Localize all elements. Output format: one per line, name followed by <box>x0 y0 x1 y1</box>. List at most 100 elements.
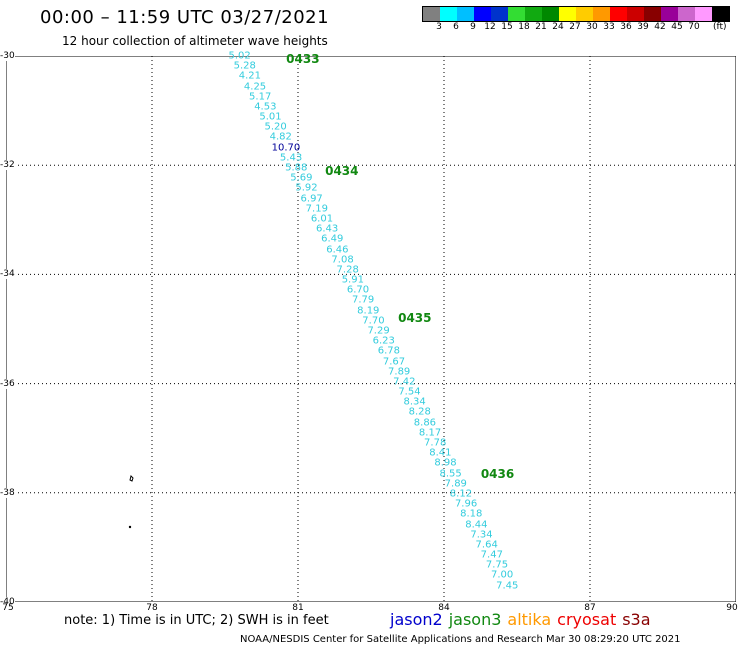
wave-height-label: 6.49 <box>321 233 344 245</box>
legend-label: 18 <box>518 22 530 32</box>
wave-height-label: 7.08 <box>331 254 354 266</box>
wave-height-label: 7.42 <box>393 376 416 388</box>
wave-height-label: 8.55 <box>439 468 462 480</box>
wave-height-label: 7.96 <box>454 498 478 510</box>
legend-label: 24 <box>552 22 564 32</box>
footer-note: note: 1) Time is in UTC; 2) SWH is in fe… <box>64 613 329 628</box>
legend-swatch <box>440 7 457 21</box>
legend-swatch <box>457 7 474 21</box>
legend-label: 45 <box>671 22 683 32</box>
wave-height-label: 7.79 <box>351 294 375 306</box>
wave-height-label: 6.97 <box>300 193 323 205</box>
wave-height-label: 7.78 <box>424 437 447 449</box>
legend-swatch <box>423 7 440 21</box>
wave-height-label: 6.23 <box>372 335 395 347</box>
time-label: 0436 <box>480 466 515 481</box>
legend-swatch <box>508 7 525 21</box>
wave-height-label: 4.53 <box>254 101 277 113</box>
wave-height-label: 10.70 <box>271 142 301 154</box>
time-label: 0433 <box>286 51 320 66</box>
satellite-legend-item: jason3 <box>448 610 502 629</box>
wave-height-label: 7.19 <box>305 203 328 215</box>
wave-height-label: 7.67 <box>382 356 406 368</box>
satellite-legend-item: cryosat <box>557 610 617 629</box>
wave-height-label: 7.89 <box>444 478 467 490</box>
satellite-legend-item: jason2 <box>390 610 443 629</box>
wave-height-label: 7.47 <box>480 549 503 561</box>
legend-label: 9 <box>470 22 476 32</box>
wave-height-label: 7.28 <box>336 264 359 276</box>
wave-height-label: 7.34 <box>470 529 493 541</box>
wave-height-label: 5.69 <box>290 172 313 184</box>
wave-height-label: 6.70 <box>346 284 370 296</box>
satellite-legend-item: s3a <box>622 610 651 629</box>
latitude-tick-label: -40 <box>0 597 15 607</box>
legend-label: 36 <box>620 22 632 32</box>
wave-height-label: 7.54 <box>398 386 421 398</box>
wave-height-label: 5.20 <box>264 121 287 133</box>
wave-height-label: 8.41 <box>429 447 452 459</box>
island-outline <box>129 475 134 482</box>
map-subtitle: 12 hour collection of altimeter wave hei… <box>62 34 328 48</box>
legend-label: 21 <box>535 22 547 32</box>
legend-label: 12 <box>484 22 496 32</box>
wave-height-label: 5.01 <box>259 111 282 123</box>
latitude-tick-label: -32 <box>0 160 15 171</box>
legend-swatch <box>712 7 729 21</box>
wave-height-label: 8.86 <box>413 417 437 429</box>
longitude-tick-label: 84 <box>438 603 450 613</box>
wave-height-label: 7.70 <box>362 315 385 327</box>
wave-height-label: 6.78 <box>377 345 401 357</box>
wave-height-label: 7.29 <box>367 325 390 337</box>
color-legend <box>422 6 730 22</box>
coastline <box>128 475 134 529</box>
wave-height-label: 8.12 <box>449 488 473 500</box>
wave-height-label: 8.98 <box>434 457 457 469</box>
wave-height-label: 7.00 <box>490 569 514 581</box>
footer-credit: NOAA/NESDIS Center for Satellite Applica… <box>240 634 681 645</box>
wave-height-label: 5.28 <box>233 60 256 72</box>
grid-lines <box>6 56 736 602</box>
legend-swatch <box>627 7 644 21</box>
wave-height-label: 8.17 <box>418 427 442 439</box>
latitude-tick-label: -38 <box>0 487 15 498</box>
wave-height-label: 7.75 <box>485 559 509 571</box>
wave-height-label: 8.44 <box>465 519 488 530</box>
latitude-tick-label: -30 <box>0 51 15 61</box>
wave-height-label: 5.02 <box>228 50 251 62</box>
time-label: 0435 <box>398 311 432 326</box>
wave-height-label: 4.82 <box>269 131 292 143</box>
legend-label: 42 <box>654 22 666 32</box>
legend-unit: (ft) <box>713 22 727 32</box>
longitude-tick-label: 87 <box>584 603 596 613</box>
wave-height-label: 6.01 <box>310 213 334 225</box>
legend-swatch <box>559 7 576 21</box>
legend-label: 6 <box>453 22 459 32</box>
latitude-tick-label: -36 <box>0 378 15 389</box>
legend-swatch <box>593 7 610 21</box>
legend-swatch <box>576 7 593 21</box>
legend-label: 70 <box>688 22 700 32</box>
legend-swatch <box>542 7 559 21</box>
time-label: 0434 <box>325 163 359 178</box>
legend-label: 30 <box>586 22 598 32</box>
wave-height-label: 5.92 <box>295 182 318 194</box>
longitude-tick-label: 81 <box>292 603 304 613</box>
wave-height-label: 5.17 <box>249 91 272 103</box>
wave-height-label: 6.46 <box>326 244 349 255</box>
wave-height-label: 8.19 <box>357 305 380 317</box>
satellite-legend-item: altika <box>507 610 552 629</box>
longitude-tick-label: 78 <box>146 603 158 613</box>
legend-label: 27 <box>569 22 581 32</box>
wave-height-label: 8.18 <box>460 508 483 520</box>
wave-height-label: 5.91 <box>341 274 364 286</box>
map-title: 00:00 – 11:59 UTC 03/27/2021 <box>40 7 330 28</box>
island-dot <box>128 525 132 529</box>
latitude-tick-label: -34 <box>0 269 15 280</box>
legend-swatch <box>474 7 491 21</box>
wave-height-label: 5.88 <box>285 162 308 174</box>
wave-height-label: 4.25 <box>243 81 267 93</box>
legend-label: 33 <box>603 22 615 32</box>
map-plot-area <box>6 56 736 602</box>
legend-swatch <box>610 7 627 21</box>
